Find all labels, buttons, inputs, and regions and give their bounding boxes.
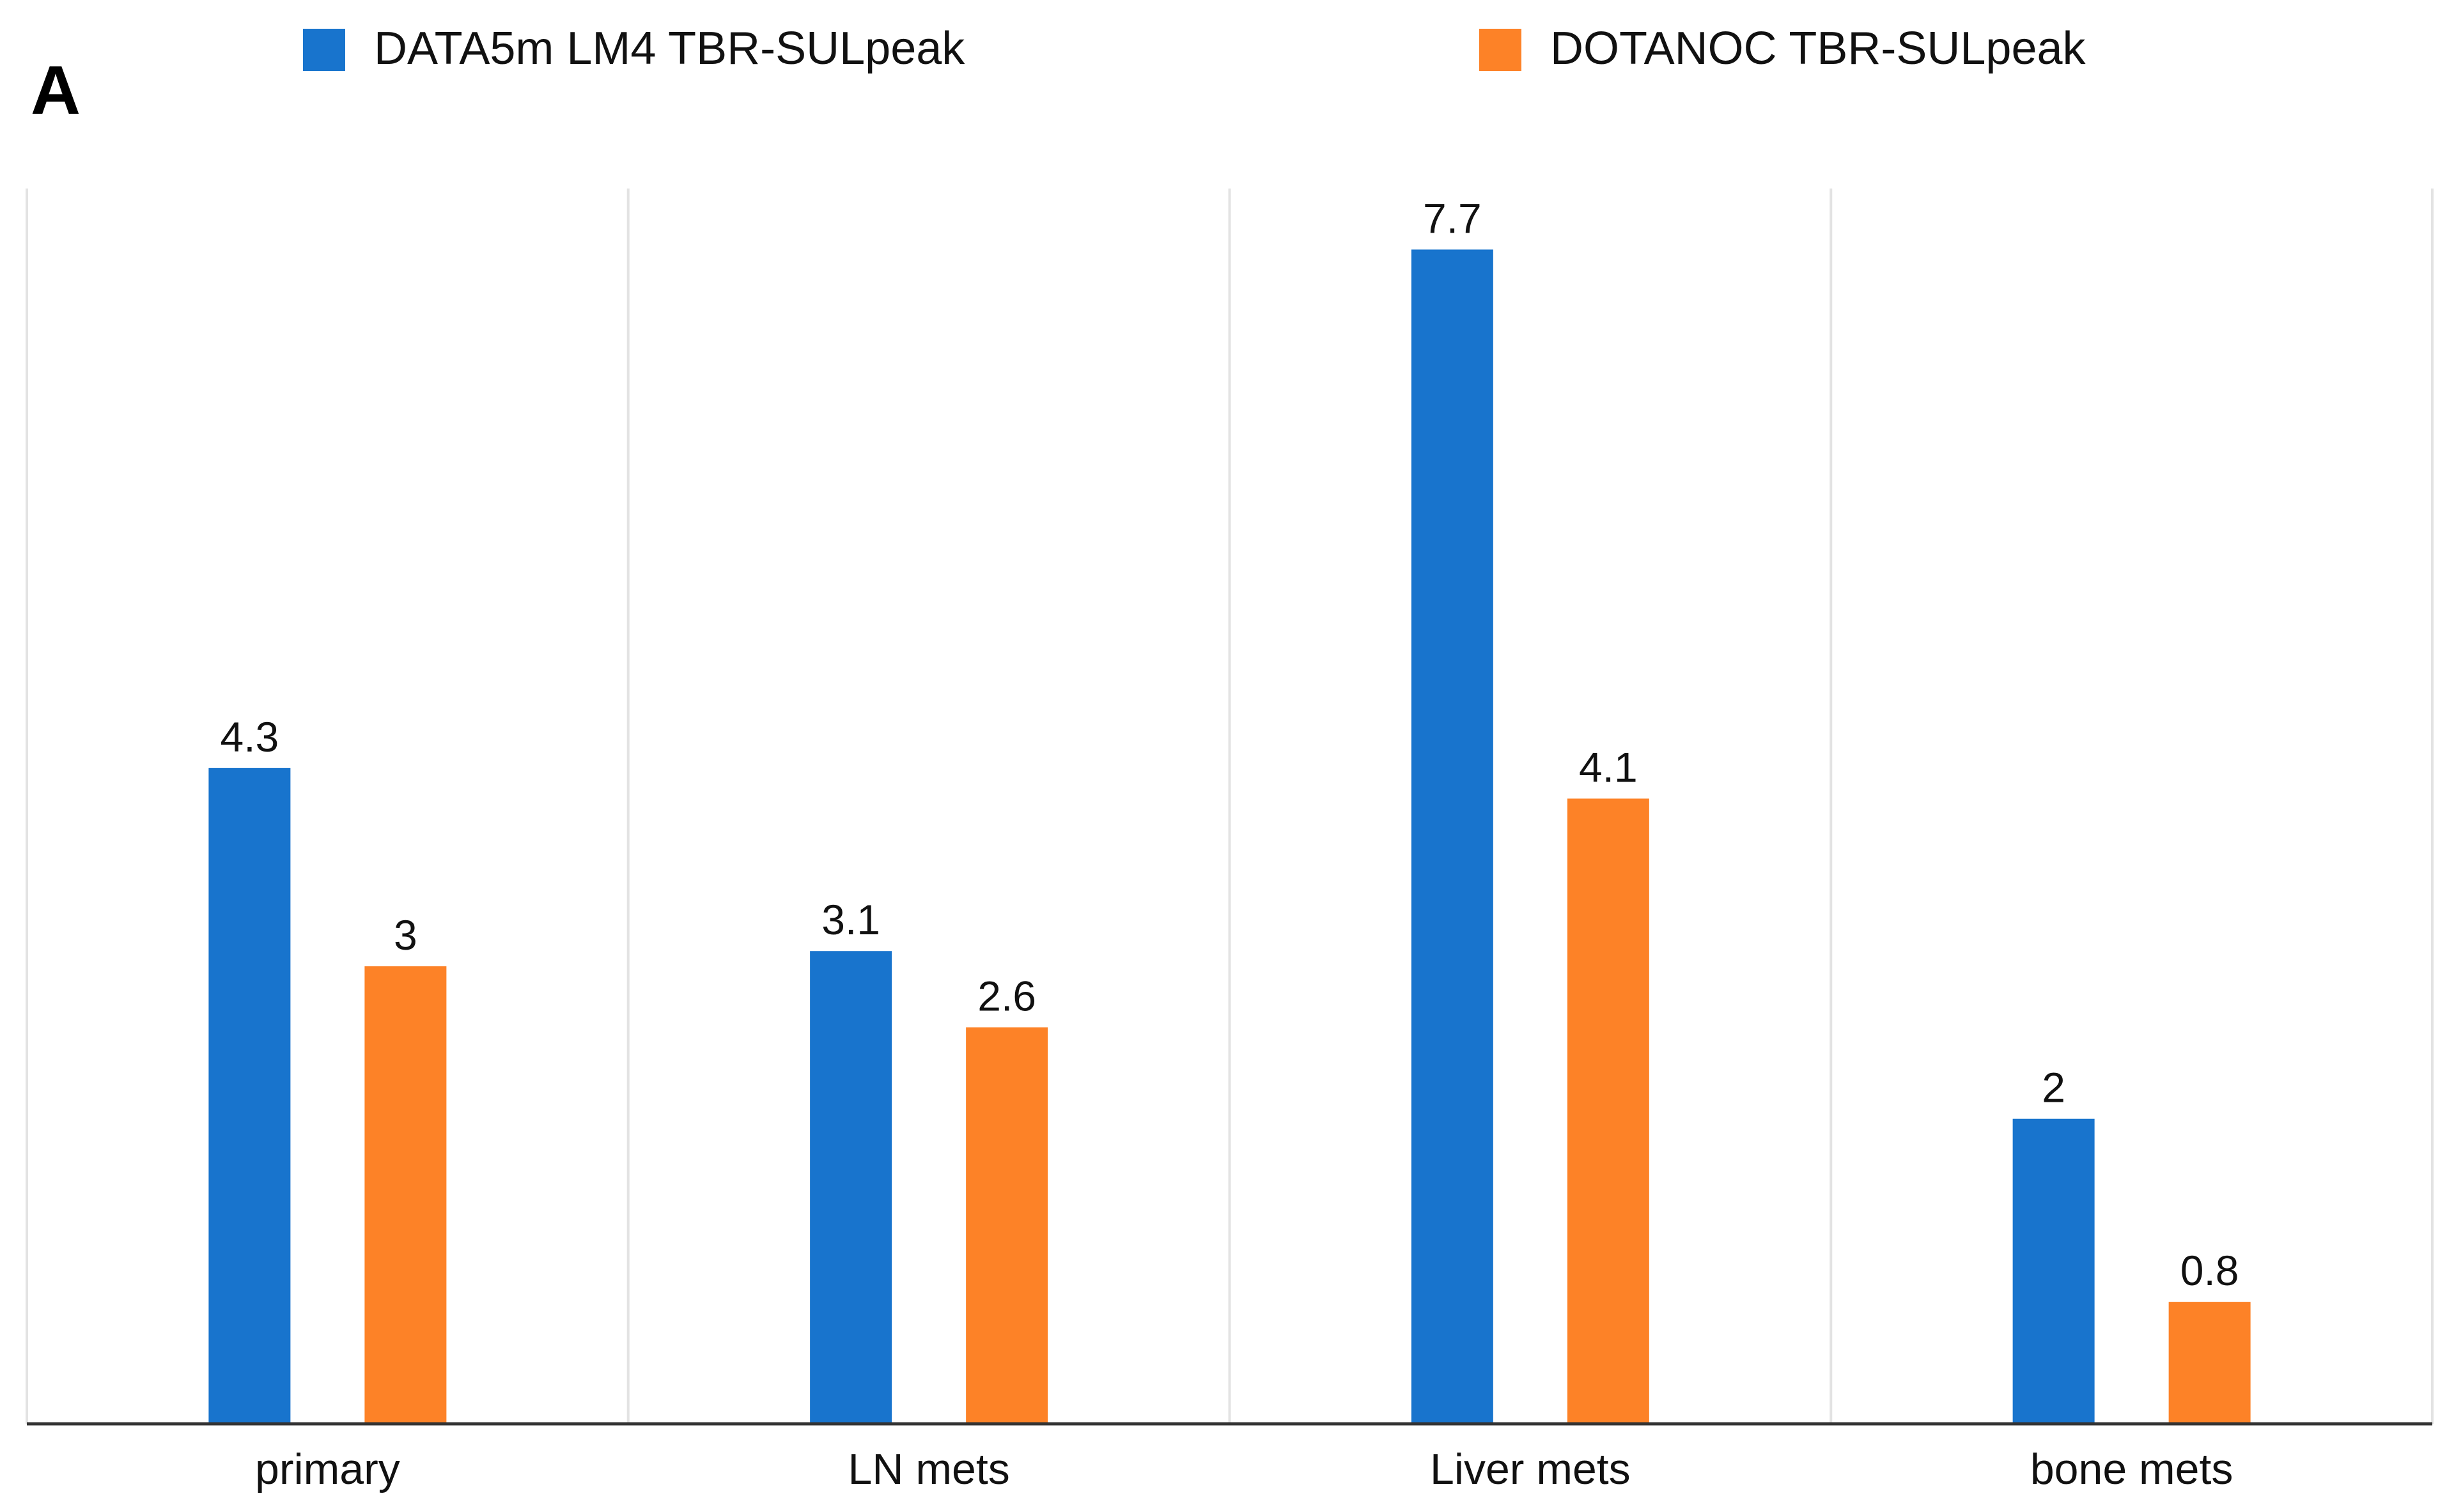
bar-dotanoc-tbr-sulpeak-liver-mets (1567, 798, 1649, 1424)
value-label-data5m-lm4-tbr-sulpeak-bone-mets: 2 (2042, 1064, 2065, 1111)
bar-data5m-lm4-tbr-sulpeak-bone-mets (2012, 1118, 2095, 1424)
bar-dotanoc-tbr-sulpeak-primary (364, 966, 447, 1424)
bar-data5m-lm4-tbr-sulpeak-ln-mets (810, 951, 892, 1424)
value-label-dotanoc-tbr-sulpeak-ln-mets: 2.6 (977, 973, 1036, 1020)
value-label-dotanoc-tbr-sulpeak-liver-mets: 4.1 (1579, 744, 1638, 791)
category-label-ln-mets: LN mets (848, 1445, 1010, 1493)
value-label-data5m-lm4-tbr-sulpeak-liver-mets: 7.7 (1423, 194, 1482, 242)
category-label-primary: primary (255, 1445, 400, 1493)
value-label-data5m-lm4-tbr-sulpeak-ln-mets: 3.1 (821, 896, 880, 943)
bar-data5m-lm4-tbr-sulpeak-primary (208, 768, 291, 1424)
bars (208, 249, 2251, 1424)
legend-label-data5m-lm4-tbr-sulpeak: DATA5m LM4 TBR-SULpeak (374, 23, 965, 74)
panel-label: A (31, 51, 81, 128)
value-label-data5m-lm4-tbr-sulpeak-primary: 4.3 (221, 713, 279, 760)
category-label-liver-mets: Liver mets (1430, 1445, 1631, 1493)
category-label-bone-mets: bone mets (2030, 1445, 2233, 1493)
value-label-dotanoc-tbr-sulpeak-bone-mets: 0.8 (2180, 1247, 2239, 1294)
legend-swatch-data5m-lm4-tbr-sulpeak (303, 29, 345, 71)
bar-dotanoc-tbr-sulpeak-ln-mets (966, 1027, 1048, 1424)
legend-label-dotanoc-tbr-sulpeak: DOTANOC TBR-SULpeak (1550, 23, 2086, 74)
legend: DATA5m LM4 TBR-SULpeak DOTANOC TBR-SULpea… (303, 23, 2086, 74)
gridlines (26, 189, 2434, 1424)
legend-swatch-dotanoc-tbr-sulpeak (1479, 29, 1521, 71)
bar-data5m-lm4-tbr-sulpeak-liver-mets (1411, 249, 1493, 1424)
value-label-dotanoc-tbr-sulpeak-primary: 3 (394, 911, 417, 959)
bar-dotanoc-tbr-sulpeak-bone-mets (2168, 1302, 2251, 1424)
category-labels: primary LN mets Liver mets bone mets (255, 1445, 2233, 1493)
value-labels: 4.3 3.1 7.7 2 3 2.6 4.1 0.8 (221, 194, 2239, 1294)
